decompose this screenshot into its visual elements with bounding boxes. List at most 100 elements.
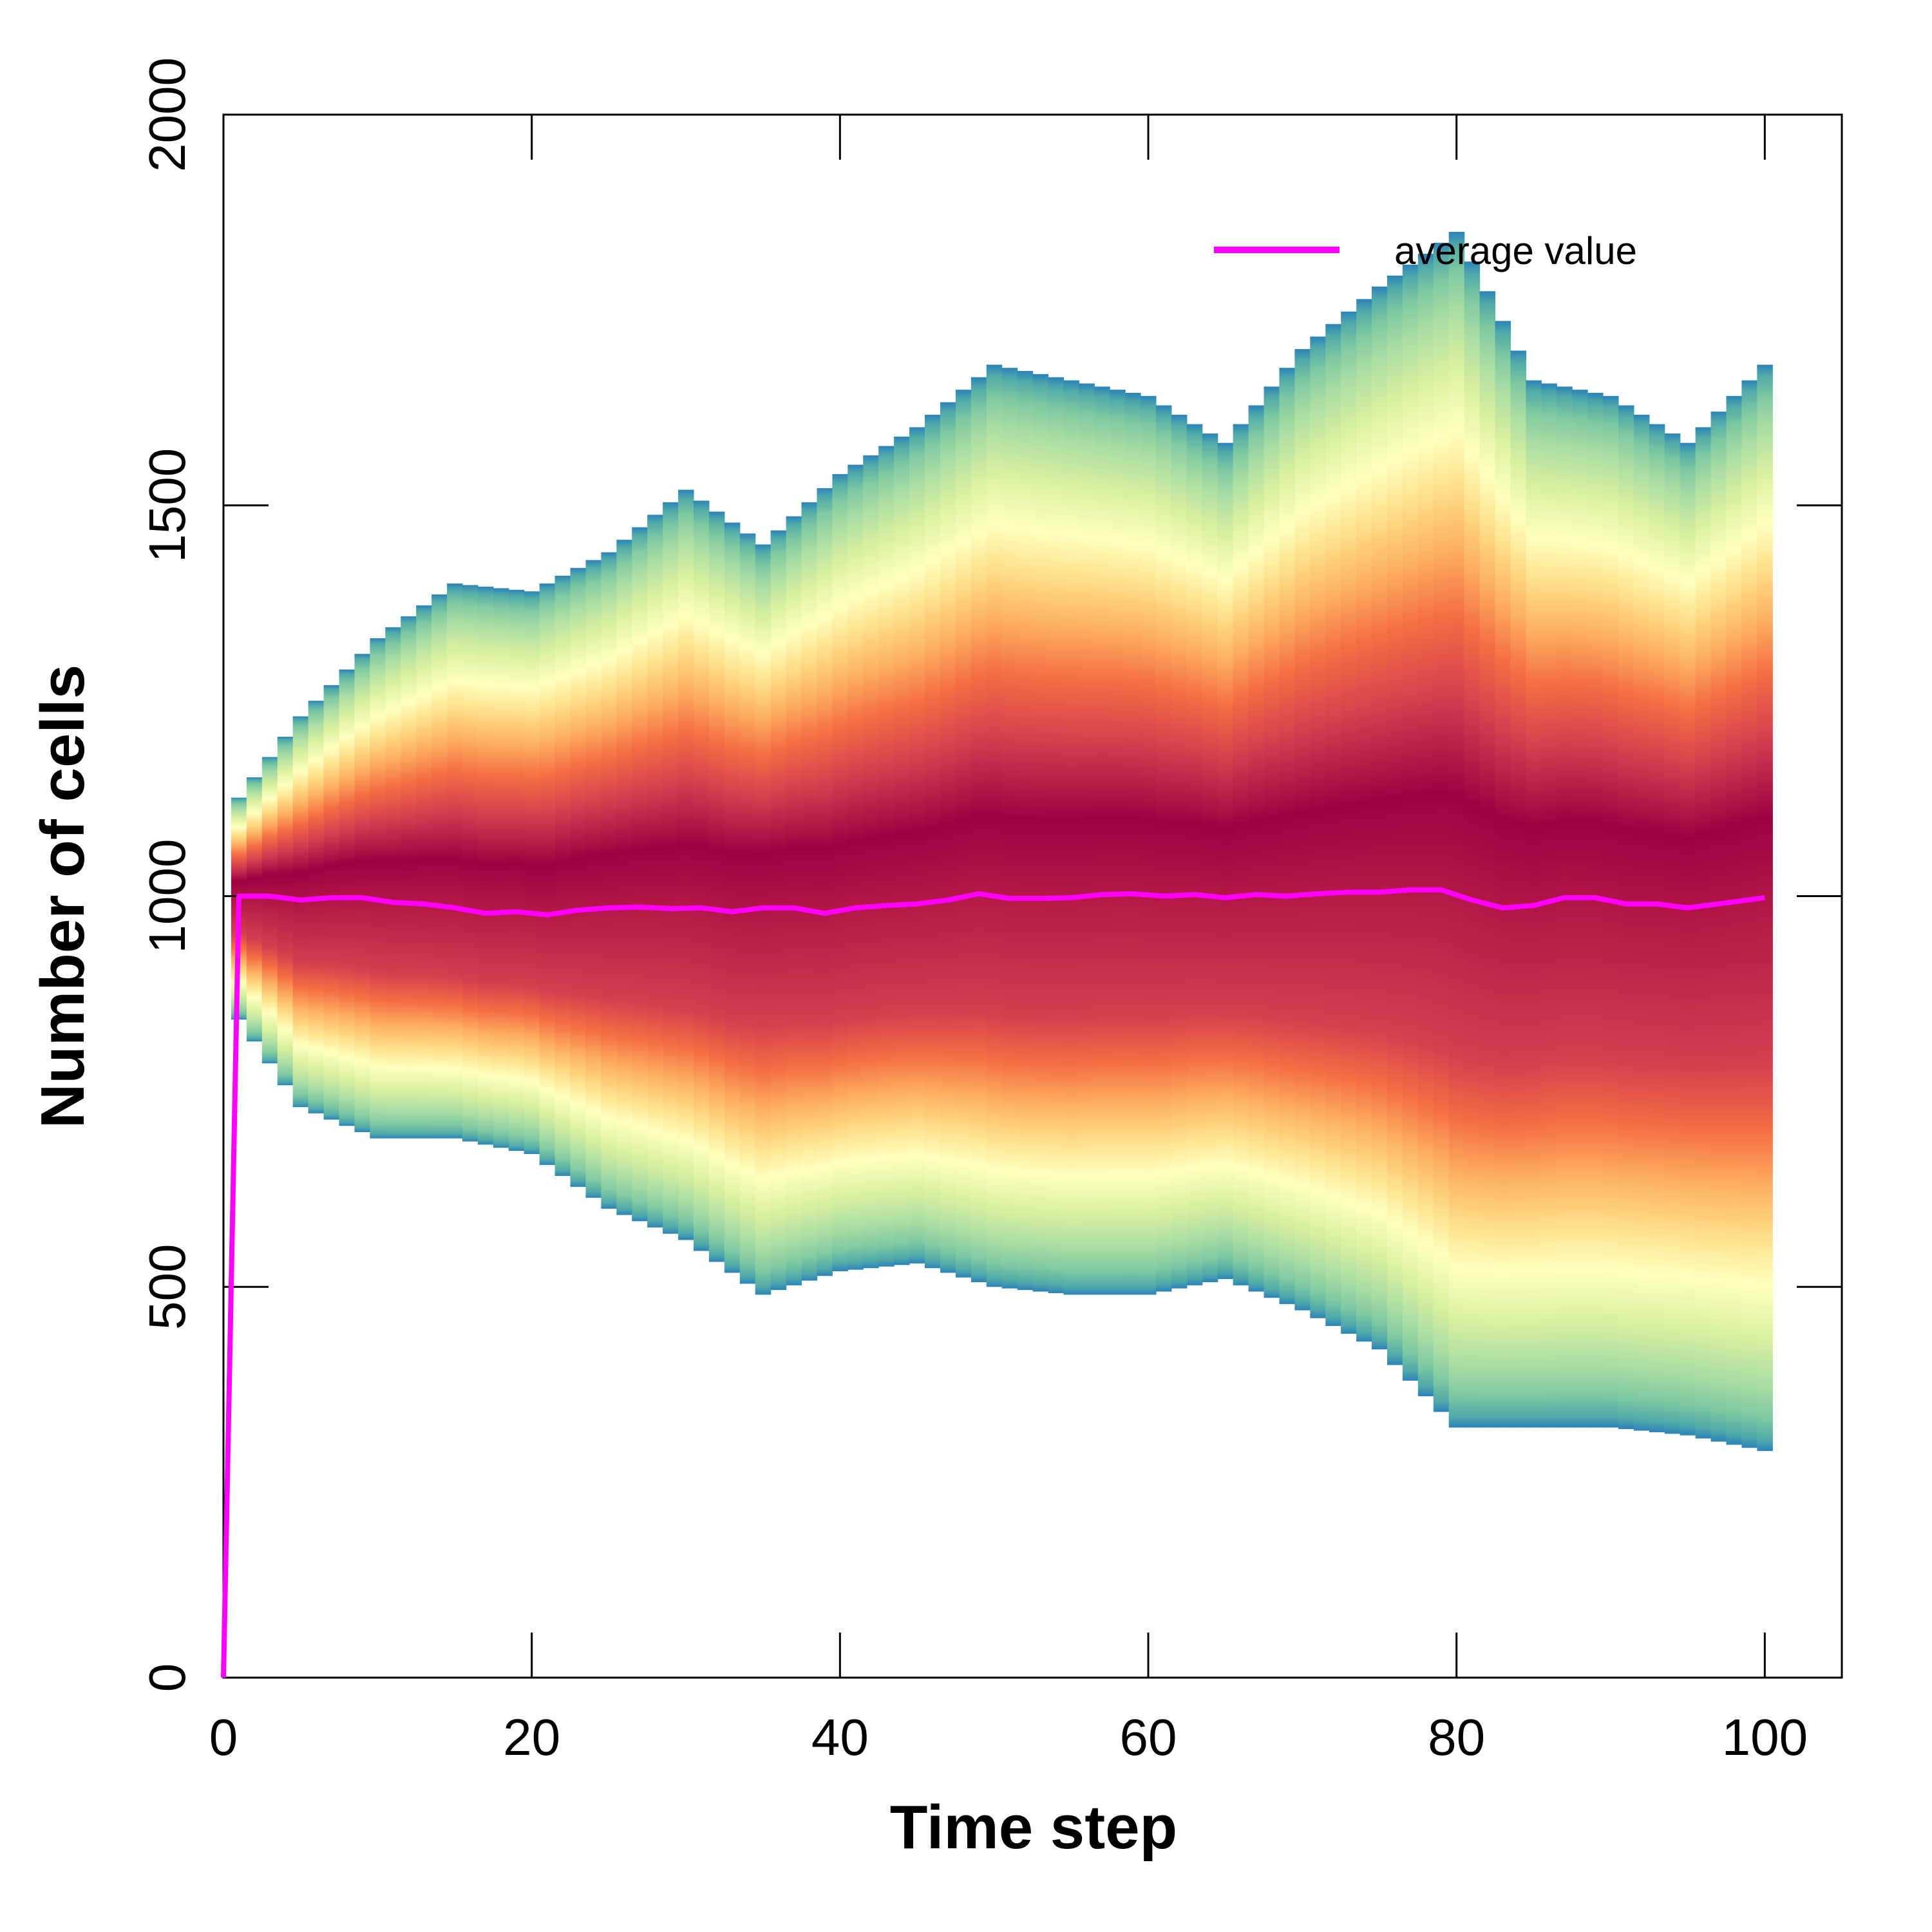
density-column <box>1202 433 1218 1282</box>
y-tick-label: 2000 <box>138 57 196 172</box>
density-column <box>1603 395 1619 1428</box>
density-column <box>1557 386 1573 1428</box>
density-column <box>1402 264 1419 1381</box>
density-column <box>1510 350 1526 1428</box>
legend-label-average-value: average value <box>1394 229 1637 272</box>
density-column <box>971 377 987 1282</box>
density-column <box>431 594 448 1139</box>
density-column <box>277 736 294 1086</box>
density-column <box>632 527 648 1222</box>
x-tick-label: 40 <box>811 1709 869 1766</box>
density-column <box>554 575 571 1176</box>
density-column <box>1032 374 1049 1292</box>
density-column <box>1217 442 1234 1280</box>
density-column <box>1633 414 1650 1431</box>
density-column <box>1325 324 1341 1326</box>
density-column <box>1171 414 1188 1289</box>
y-tick-label: 1000 <box>138 839 196 954</box>
density-column <box>385 627 401 1139</box>
density-column <box>261 757 278 1064</box>
density-column <box>1110 390 1126 1295</box>
density-column <box>323 685 340 1120</box>
density-column <box>848 464 864 1270</box>
density-column <box>832 474 848 1271</box>
density-column <box>1649 424 1665 1432</box>
x-axis-title: Time step <box>890 1793 1177 1862</box>
density-column <box>1710 412 1727 1442</box>
density-column <box>1726 395 1743 1445</box>
legend: average value <box>1214 229 1637 272</box>
density-column <box>801 502 818 1281</box>
density-column <box>246 777 263 1042</box>
density-column <box>693 500 710 1251</box>
density-column <box>1264 386 1280 1298</box>
density-column <box>986 365 1003 1287</box>
density-column <box>1141 395 1157 1295</box>
density-column <box>1448 232 1465 1428</box>
density-column <box>1572 390 1588 1428</box>
density-column <box>447 583 463 1139</box>
density-column <box>1341 311 1357 1334</box>
density-column <box>894 436 910 1265</box>
density-column <box>1757 365 1773 1452</box>
density-column <box>1048 377 1064 1293</box>
density-column <box>755 544 772 1295</box>
density-column <box>817 488 833 1276</box>
density-column <box>601 552 617 1209</box>
average-value-line <box>221 887 1765 1678</box>
density-column <box>508 589 525 1151</box>
density-column <box>524 591 540 1154</box>
density-column <box>663 502 679 1234</box>
density-column <box>1618 405 1634 1430</box>
density-column <box>1479 291 1496 1428</box>
density-column <box>647 515 663 1228</box>
density-column <box>1495 321 1511 1428</box>
density-column <box>1387 275 1403 1365</box>
density-column <box>909 427 925 1264</box>
y-tick-label: 0 <box>138 1663 196 1692</box>
x-axis: 0 20 40 60 80 100 <box>209 115 1808 1766</box>
x-tick-label: 80 <box>1428 1709 1485 1766</box>
density-column <box>1417 254 1434 1397</box>
y-axis-title: Number of cells <box>28 665 97 1128</box>
density-column <box>616 540 632 1215</box>
density-column <box>955 390 972 1278</box>
density-column <box>863 455 879 1269</box>
x-tick-label: 100 <box>1722 1709 1808 1766</box>
density-column <box>462 585 478 1142</box>
density-column <box>1433 243 1450 1412</box>
density-column <box>1094 386 1110 1295</box>
density-column <box>678 489 694 1240</box>
density-column <box>1372 286 1388 1350</box>
density-column <box>1310 336 1326 1318</box>
density-column <box>940 402 956 1273</box>
y-tick-label: 500 <box>138 1244 196 1330</box>
density-heatmap <box>231 232 1773 1452</box>
density-column <box>1063 380 1079 1295</box>
density-column <box>924 414 941 1269</box>
density-column <box>1587 393 1604 1428</box>
density-column <box>708 511 725 1262</box>
density-column <box>308 701 325 1113</box>
density-column <box>354 654 370 1132</box>
density-column <box>1279 368 1295 1304</box>
density-column <box>1695 427 1712 1439</box>
x-tick-label: 0 <box>209 1709 238 1766</box>
density-column <box>1664 433 1681 1434</box>
density-column <box>878 446 895 1267</box>
density-column <box>1001 368 1018 1289</box>
density-column <box>1294 349 1311 1311</box>
density-column <box>292 716 309 1108</box>
density-column <box>1233 424 1249 1285</box>
density-column <box>1017 371 1034 1291</box>
density-column <box>1186 424 1203 1285</box>
density-column <box>1248 405 1265 1292</box>
density-column <box>370 638 386 1139</box>
density-column <box>493 588 509 1148</box>
density-column <box>1125 393 1141 1295</box>
density-column <box>1741 380 1757 1448</box>
density-column <box>539 583 556 1165</box>
density-column <box>1680 442 1696 1435</box>
density-column <box>585 560 601 1198</box>
